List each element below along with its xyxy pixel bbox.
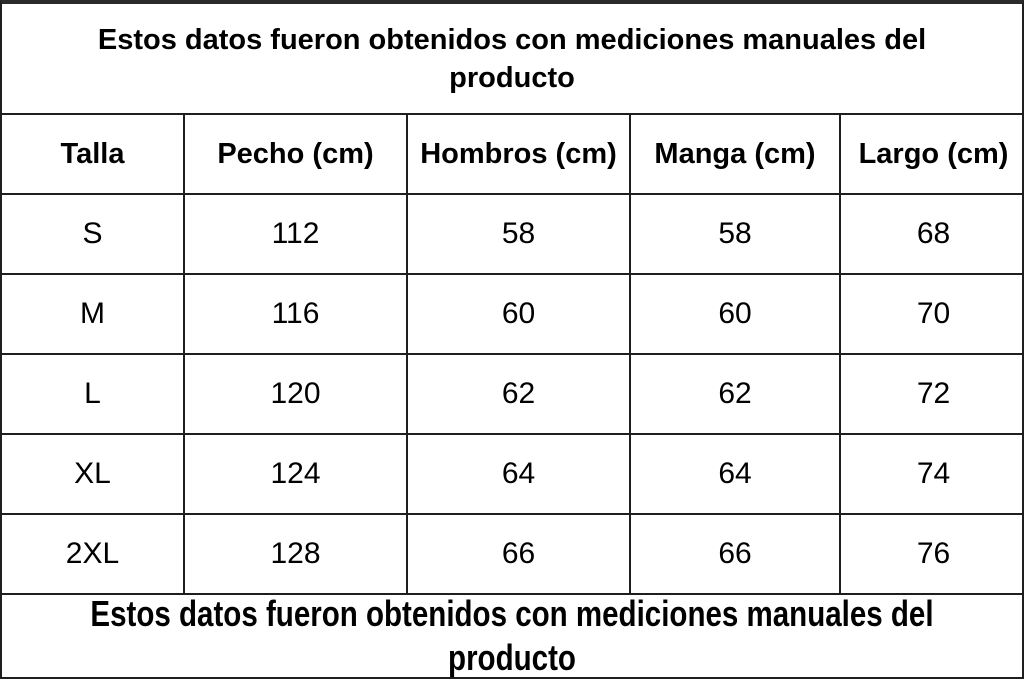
size-cell-manga: 64 xyxy=(629,433,841,515)
size-cell-largo: 68 xyxy=(839,193,1024,275)
size-cell-largo: 72 xyxy=(839,353,1024,435)
header-hombros: Hombros (cm) xyxy=(406,115,631,195)
size-cell-pecho: 112 xyxy=(183,193,408,275)
table-row: S 112 58 58 68 xyxy=(2,193,1024,275)
table-row: L 120 62 62 72 xyxy=(2,353,1024,435)
size-cell-manga: 58 xyxy=(629,193,841,275)
size-cell-hombros: 66 xyxy=(406,513,631,593)
header-talla: Talla xyxy=(2,115,185,195)
banner-bottom: Estos datos fueron obtenidos con medicio… xyxy=(2,593,1022,677)
size-cell-talla: XL xyxy=(2,433,185,515)
size-cell-pecho: 124 xyxy=(183,433,408,515)
size-cell-pecho: 120 xyxy=(183,353,408,435)
header-pecho: Pecho (cm) xyxy=(183,115,408,195)
size-cell-pecho: 128 xyxy=(183,513,408,593)
table-row: XL 124 64 64 74 xyxy=(2,433,1024,515)
size-cell-largo: 74 xyxy=(839,433,1024,515)
banner-bottom-text: Estos datos fueron obtenidos con medicio… xyxy=(90,593,934,677)
size-cell-hombros: 62 xyxy=(406,353,631,435)
table-row: 2XL 128 66 66 76 xyxy=(2,513,1024,593)
banner-top: Estos datos fueron obtenidos con medicio… xyxy=(2,4,1022,115)
size-cell-pecho: 116 xyxy=(183,273,408,355)
size-cell-talla: L xyxy=(2,353,185,435)
size-cell-hombros: 64 xyxy=(406,433,631,515)
size-cell-talla: 2XL xyxy=(2,513,185,593)
banner-top-text: Estos datos fueron obtenidos con medicio… xyxy=(97,23,927,94)
size-chart-table: Talla Pecho (cm) Hombros (cm) Manga (cm)… xyxy=(2,115,1024,593)
size-cell-hombros: 58 xyxy=(406,193,631,275)
size-cell-largo: 76 xyxy=(839,513,1024,593)
table-header-row: Talla Pecho (cm) Hombros (cm) Manga (cm)… xyxy=(2,115,1024,195)
header-manga: Manga (cm) xyxy=(629,115,841,195)
size-cell-talla: M xyxy=(2,273,185,355)
size-cell-hombros: 60 xyxy=(406,273,631,355)
table-row: M 116 60 60 70 xyxy=(2,273,1024,355)
header-largo: Largo (cm) xyxy=(839,115,1024,195)
size-cell-largo: 70 xyxy=(839,273,1024,355)
size-cell-manga: 60 xyxy=(629,273,841,355)
size-cell-manga: 66 xyxy=(629,513,841,593)
size-cell-talla: S xyxy=(2,193,185,275)
size-cell-manga: 62 xyxy=(629,353,841,435)
